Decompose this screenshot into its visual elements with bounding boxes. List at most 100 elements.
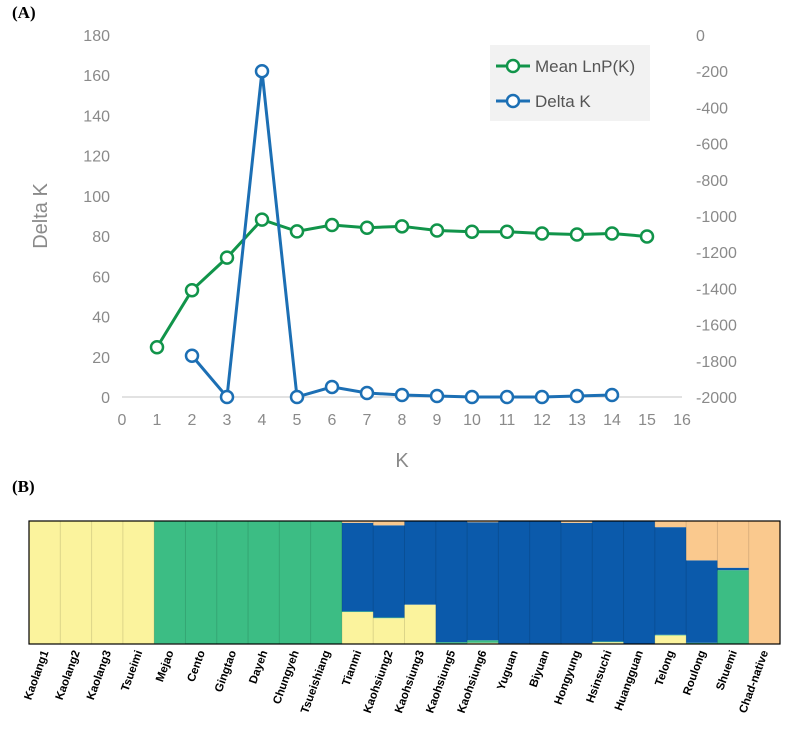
series-1-point: [324, 217, 340, 233]
x-tick-label: 0: [118, 412, 127, 429]
population-label: Mejao: [154, 649, 176, 684]
y2-tick-label: -1200: [696, 245, 737, 262]
x-tick-label: 13: [568, 412, 586, 429]
series-1-point: [534, 226, 550, 241]
chart-b-labels: Kaolang1 Kaolang2 Kaolang3 Tsueimi Mejao Cent…: [22, 648, 771, 715]
legend-label: Delta K: [535, 92, 591, 111]
bar-segment-yellow: [29, 521, 61, 644]
series-1-point: [569, 227, 585, 242]
y-tick-label: 120: [83, 149, 110, 166]
population-label: Huangguan: [613, 649, 646, 713]
x-tick-label: 7: [363, 412, 372, 429]
bar-segment-green: [154, 521, 186, 644]
y2-tick-label: -1400: [696, 281, 737, 298]
x-tick-label: 10: [463, 412, 481, 429]
bar-segment-green: [592, 641, 625, 643]
bar-segment-blue: [404, 521, 437, 605]
x-tick-label: 9: [433, 412, 442, 429]
series-1-point: [219, 250, 235, 265]
bar-segment-green: [529, 643, 562, 644]
series-2-point: [184, 348, 200, 364]
legend-swatch-marker: [505, 58, 521, 74]
y-tick-label: 160: [83, 68, 110, 85]
bar-segment-blue: [341, 522, 374, 612]
y2-tick-label: -1600: [696, 318, 737, 335]
series-1-point: [639, 229, 655, 244]
legend-box: [490, 45, 650, 121]
bar-segment-orange: [560, 521, 593, 523]
population-label: Kaohsiung3: [393, 649, 427, 715]
bar-segment-yellow: [560, 643, 593, 644]
bar-segment-yellow: [467, 642, 499, 644]
population-label: Hongyung: [553, 649, 584, 707]
bar-segment-yellow: [404, 604, 437, 644]
population-label: Telong: [653, 649, 677, 688]
series-1-point: [604, 226, 620, 241]
bar-segment-green: [654, 634, 687, 636]
chart-a: 0 1 2 3 4 5 6 7 8 9 10 11 12 13 14 15 160204060801001201…: [30, 28, 737, 470]
bar-segment-orange: [654, 521, 687, 528]
bar-segment-yellow: [154, 643, 186, 644]
series-2-point: [394, 387, 410, 403]
bar-segment-green: [279, 521, 312, 644]
series-1-point: [499, 224, 515, 239]
x-tick-label: 12: [533, 412, 551, 429]
bar-segment-blue: [373, 525, 405, 618]
y-tick-label: 0: [101, 390, 110, 407]
population-label: Shuemi: [714, 649, 739, 692]
panel-label-a: (A): [12, 3, 36, 22]
panel-label-b: (B): [12, 477, 35, 496]
legend-label: Mean LnP(K): [535, 57, 635, 76]
y2-tick-label: 0: [696, 28, 705, 45]
bar-segment-orange: [686, 521, 718, 561]
series-2-point: [464, 389, 480, 405]
series-2-point: [534, 389, 550, 405]
bar-segment-blue: [686, 560, 718, 643]
bar-segment-green: [498, 643, 531, 644]
population-label: Roulong: [681, 649, 708, 697]
series-1-point: [464, 224, 480, 239]
bar-segment-green: [185, 521, 218, 644]
chart-a-ticks: 0 1 2 3 4 5 6 7 8 9 10 11 12 13 14 15 160204060801001201…: [30, 28, 737, 470]
y-tick-label: 140: [83, 108, 110, 125]
population-label: Cento: [185, 649, 207, 684]
y2-tick-label: -1000: [696, 209, 737, 226]
series-2-point: [254, 63, 270, 79]
y2-tick-label: -1800: [696, 354, 737, 371]
bar-segment-green: [686, 642, 718, 644]
series-2-point: [289, 389, 305, 405]
population-label: Kaohsiung2: [362, 649, 396, 715]
population-label: Tsueishiang: [299, 649, 333, 715]
bar-segment-blue: [717, 567, 750, 571]
chart-b-bars: [28, 520, 781, 645]
bar-segment-yellow: [60, 521, 93, 644]
y-tick-label: 60: [92, 269, 110, 286]
bar-segment-green: [341, 611, 374, 613]
legend-swatch-marker: [505, 93, 521, 109]
bar-segment-green: [435, 642, 468, 644]
series-1-point: [184, 282, 200, 298]
y-axis-title: Delta K: [30, 183, 52, 249]
y2-tick-label: -2000: [696, 390, 737, 407]
population-label: Yuguan: [495, 649, 520, 692]
y-tick-label: 40: [92, 310, 110, 327]
x-tick-label: 15: [638, 412, 656, 429]
bar-segment-green: [310, 521, 343, 644]
bar-segment-yellow: [122, 521, 155, 644]
bar-segment-yellow: [592, 642, 625, 644]
bar-segment-blue: [435, 521, 468, 643]
plot-border: [28, 520, 781, 645]
chart-a-legend: Mean LnP(K) Delta K: [490, 45, 650, 121]
bar-segment-green: [216, 521, 249, 644]
population-label: Biyuan: [528, 649, 552, 689]
bar-segment-blue: [623, 521, 656, 644]
x-tick-label: 6: [328, 412, 337, 429]
population-label: Hsinsuchi: [585, 649, 615, 705]
x-tick-label: 11: [499, 412, 516, 429]
series-1-point: [394, 219, 410, 234]
population-label: Chad-native: [737, 649, 771, 715]
bar-segment-blue: [654, 527, 687, 635]
bar-segment-blue: [529, 521, 562, 644]
bar-segment-orange: [341, 521, 374, 523]
bar-segment-blue: [592, 521, 625, 642]
